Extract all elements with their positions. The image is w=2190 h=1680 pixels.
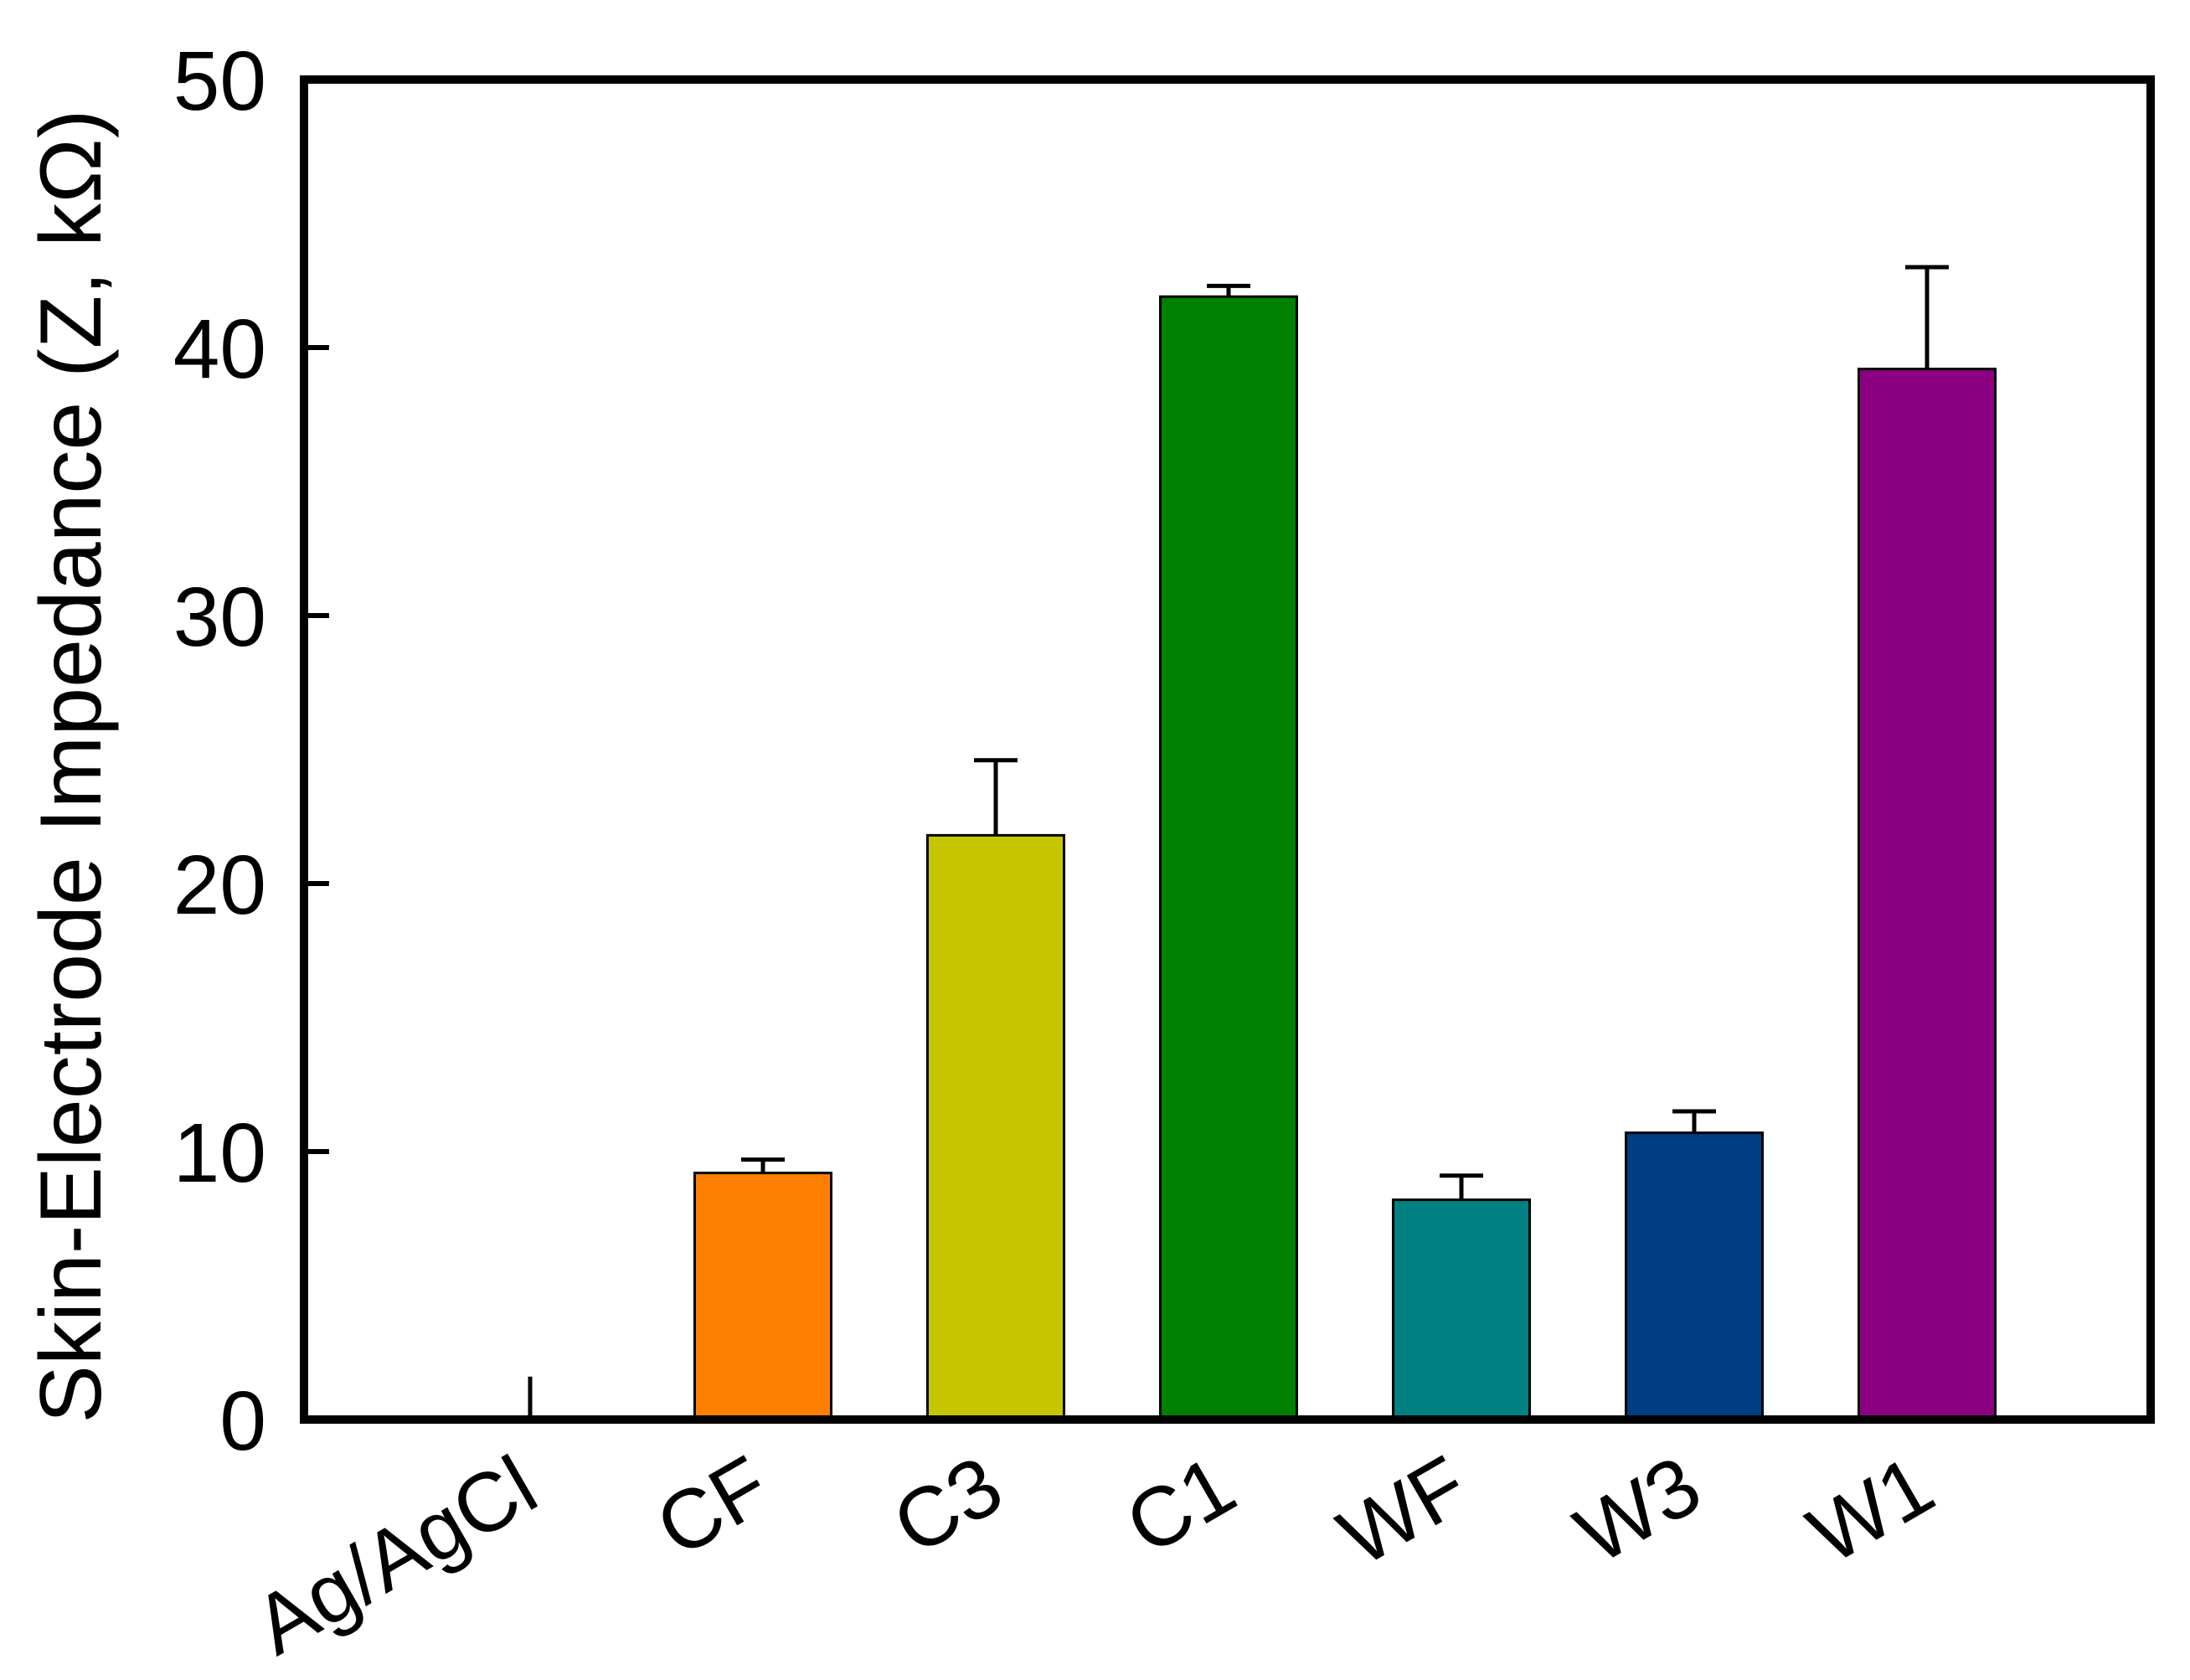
y-tick-label: 20	[173, 838, 266, 932]
x-tick-label: C3	[878, 1438, 1018, 1573]
bar-wf	[1392, 1198, 1531, 1421]
plot-frame	[300, 75, 2155, 1424]
error-bars	[528, 265, 1949, 1420]
bar-w3	[1625, 1131, 1764, 1421]
x-tick-label: CF	[642, 1438, 785, 1575]
x-tick-label: C1	[1110, 1438, 1250, 1573]
x-tick-label: W1	[1793, 1438, 1949, 1582]
y-tick-label: 40	[173, 302, 266, 396]
y-tick-label: 50	[173, 34, 266, 128]
bar-c3	[926, 833, 1065, 1421]
x-tick-label: W3	[1560, 1438, 1716, 1582]
bar-cf	[693, 1172, 832, 1421]
y-tick-label: 30	[173, 570, 266, 664]
bar-w1	[1858, 368, 1997, 1421]
y-tick-label: 0	[219, 1374, 266, 1468]
y-axis-ticks: 0 10 20 30 40 50	[173, 34, 329, 1468]
y-tick-label: 10	[173, 1106, 266, 1200]
x-axis-labels: Ag/AgCl CF C3 C1 WF W3 W1	[239, 1438, 1949, 1672]
bar-c1	[1159, 295, 1298, 1421]
bars	[693, 295, 1997, 1421]
y-axis-label: Skin-Electrode Impedance (Z, kΩ)	[23, 110, 120, 1424]
x-tick-label: Ag/AgCl	[239, 1438, 552, 1672]
x-tick-label: WF	[1323, 1438, 1483, 1585]
